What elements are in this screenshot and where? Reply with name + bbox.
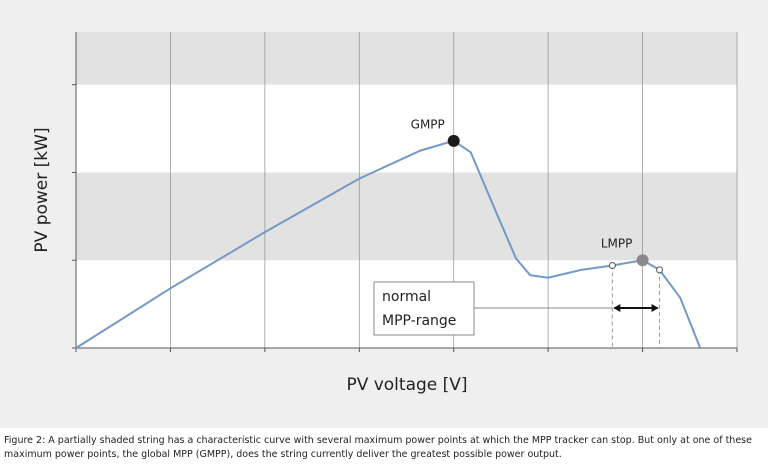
mpp-label: LMPP	[601, 237, 633, 251]
range-point	[656, 266, 664, 274]
band	[76, 32, 737, 85]
curve	[75, 139, 702, 349]
caption: Figure 2: A partially shaded string has …	[4, 435, 752, 460]
range-label: normal	[382, 289, 431, 305]
range-label: MPP-range	[382, 313, 456, 329]
plot-area: normal MPP-range GMPP LMPP	[72, 32, 738, 352]
range-box	[373, 281, 475, 336]
x-axis-label: PV voltage [V]	[346, 375, 467, 395]
y-axis-label: PV power [kW]	[32, 127, 52, 252]
band	[76, 84, 737, 173]
range-point	[608, 261, 616, 269]
mpp-label: GMPP	[411, 117, 445, 131]
mpp-marker	[447, 134, 460, 147]
chart: normal MPP-range GMPP LMPP PV voltage [V] P…	[0, 0, 768, 428]
band	[76, 172, 737, 261]
mpp-marker	[636, 254, 649, 267]
